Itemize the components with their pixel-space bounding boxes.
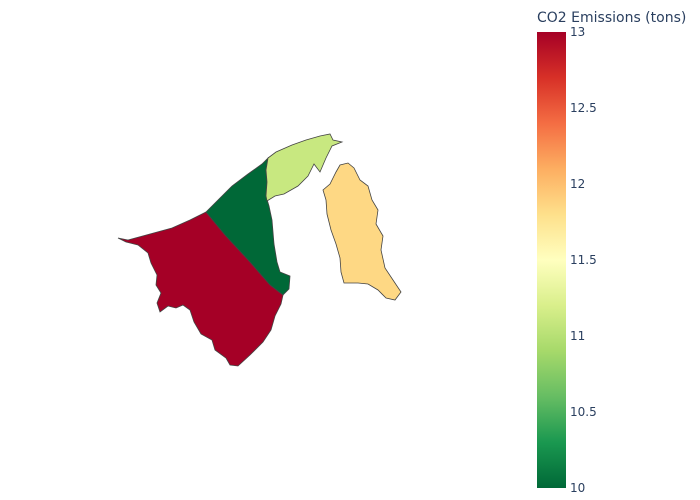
region-brunei-muara[interactable]	[265, 133, 344, 202]
colorbar-title: CO2 Emissions (tons)	[537, 10, 687, 26]
colorbar-tick-label: 11	[570, 329, 586, 343]
colorbar-tick-label: 11.5	[570, 253, 597, 267]
colorbar-tick-label: 10	[570, 481, 586, 495]
colorbar-gradient	[537, 32, 566, 488]
colorbar-tick-label: 12.5	[570, 101, 597, 115]
colorbar-tick-label: 10.5	[570, 405, 597, 419]
colorbar-tick-label: 12	[570, 177, 586, 191]
colorbar-tick-label: 13	[570, 25, 586, 39]
region-tutong[interactable]	[205, 156, 291, 296]
region-temburong[interactable]	[322, 162, 402, 301]
